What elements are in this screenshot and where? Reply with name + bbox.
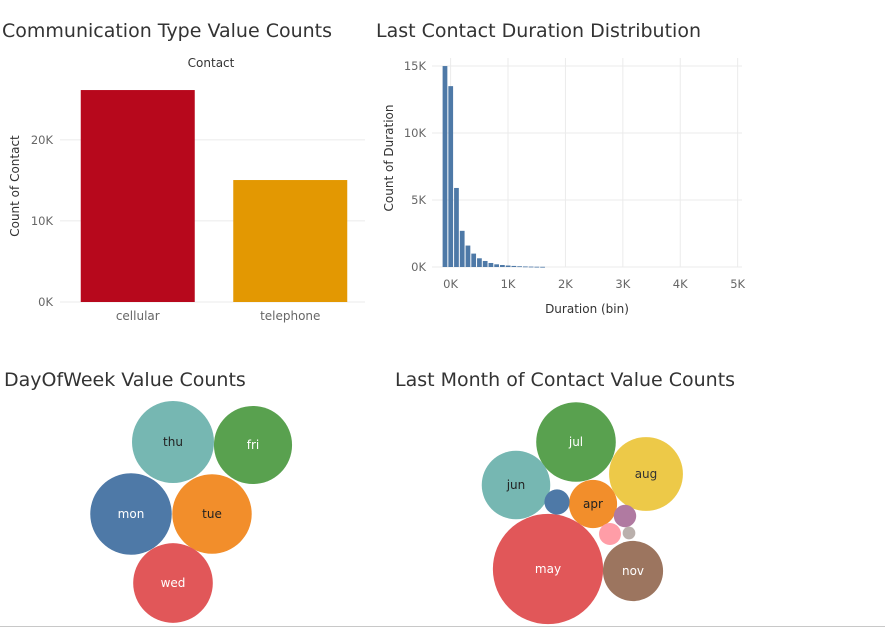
bubble-label: tue: [202, 507, 222, 521]
duration-bar: [511, 265, 517, 267]
duration-x-axis-label: Duration (bin): [545, 302, 629, 316]
bubble-wed: [133, 543, 213, 623]
duration-x-tick: 1K: [501, 277, 516, 291]
bubble-unlabeled: [544, 489, 570, 515]
duration-x-tick: 0K: [443, 277, 458, 291]
bubble-label: nov: [622, 564, 644, 578]
duration-y-tick: 10K: [404, 126, 427, 140]
duration-y-ticks: 0K 5K 10K 15K: [404, 59, 427, 274]
bubble-jun: [481, 450, 551, 520]
duration-bars: [442, 66, 545, 268]
contact-chart-header: Contact: [188, 56, 235, 70]
month-chart: Last Month of Contact Value Counts jul au…: [395, 369, 735, 625]
bubble-tue: [172, 474, 252, 554]
duration-x-tick: 5K: [730, 277, 745, 291]
bubble-label: jul: [568, 435, 583, 449]
bubble-label: wed: [161, 576, 186, 590]
duration-bar: [494, 264, 500, 267]
contact-bar-cellular: [80, 90, 195, 302]
duration-y-tick: 5K: [411, 193, 426, 207]
contact-chart-title: Communication Type Value Counts: [2, 20, 332, 42]
contact-x-tick: cellular: [116, 309, 160, 323]
duration-bar: [482, 260, 488, 267]
contact-y-axis-label: Count of Contact: [8, 135, 22, 237]
contact-y-tick: 10K: [31, 214, 54, 228]
duration-chart: Last Contact Duration Distribution 0K 5K 1…: [376, 20, 746, 316]
dayofweek-chart-title: DayOfWeek Value Counts: [4, 369, 246, 391]
bubble-label: mon: [118, 507, 145, 521]
duration-x-tick: 3K: [615, 277, 630, 291]
bubble-label: may: [535, 562, 561, 576]
contact-x-tick: telephone: [260, 309, 320, 323]
month-bubbles: jul aug jun apr may nov: [481, 402, 683, 625]
duration-bar: [477, 258, 482, 267]
bottom-divider: [0, 626, 885, 627]
dayofweek-chart: DayOfWeek Value Counts thu fri mon tue wed: [4, 369, 293, 623]
bubble-unlabeled: [613, 504, 637, 528]
duration-x-tick: 4K: [673, 277, 688, 291]
contact-y-ticks: 0K 10K 20K: [31, 133, 54, 309]
duration-bar: [517, 266, 522, 268]
bubble-label: aug: [635, 467, 658, 481]
duration-y-tick: 0K: [411, 260, 426, 274]
contact-bars: [80, 90, 348, 302]
bubble-fri: [213, 405, 293, 485]
duration-bar: [500, 264, 505, 267]
contact-chart: Communication Type Value Counts Contact …: [2, 20, 365, 323]
duration-bar: [442, 66, 448, 268]
duration-x-ticks: 0K 1K 2K 3K 4K 5K: [443, 277, 745, 291]
contact-y-tick: 20K: [31, 133, 54, 147]
duration-bar: [522, 266, 528, 268]
bubble-may: [492, 513, 604, 625]
contact-y-tick: 0K: [38, 295, 53, 309]
bubble-label: apr: [583, 497, 603, 511]
duration-bar: [540, 266, 545, 268]
duration-bar: [454, 187, 459, 267]
duration-bar: [471, 253, 477, 267]
bubble-label: thu: [163, 435, 183, 449]
duration-gridlines: [432, 58, 742, 268]
duration-bar: [528, 266, 534, 268]
bubble-unlabeled: [622, 526, 636, 540]
duration-bar: [459, 230, 465, 267]
bubble-thu: [132, 401, 214, 483]
duration-bar: [488, 262, 494, 267]
bubble-aug: [609, 437, 683, 511]
contact-x-ticks: cellular telephone: [116, 309, 321, 323]
bubble-apr: [568, 479, 618, 529]
bubble-label: jun: [506, 478, 526, 492]
month-chart-title: Last Month of Contact Value Counts: [395, 369, 735, 391]
bubble-label: fri: [247, 438, 260, 452]
duration-x-tick: 2K: [558, 277, 573, 291]
duration-y-tick: 15K: [404, 59, 427, 73]
duration-bar: [505, 265, 511, 267]
duration-bar: [534, 266, 540, 268]
duration-bar: [465, 245, 471, 267]
duration-y-axis-label: Count of Duration: [382, 105, 396, 212]
bubble-jul: [536, 402, 616, 482]
duration-bar: [448, 86, 454, 267]
bubble-nov: [602, 540, 664, 602]
bubble-mon: [90, 473, 172, 555]
dayofweek-bubbles: thu fri mon tue wed: [90, 401, 293, 623]
bubble-unlabeled: [599, 523, 621, 545]
duration-chart-title: Last Contact Duration Distribution: [376, 20, 701, 42]
contact-bar-telephone: [233, 180, 348, 302]
